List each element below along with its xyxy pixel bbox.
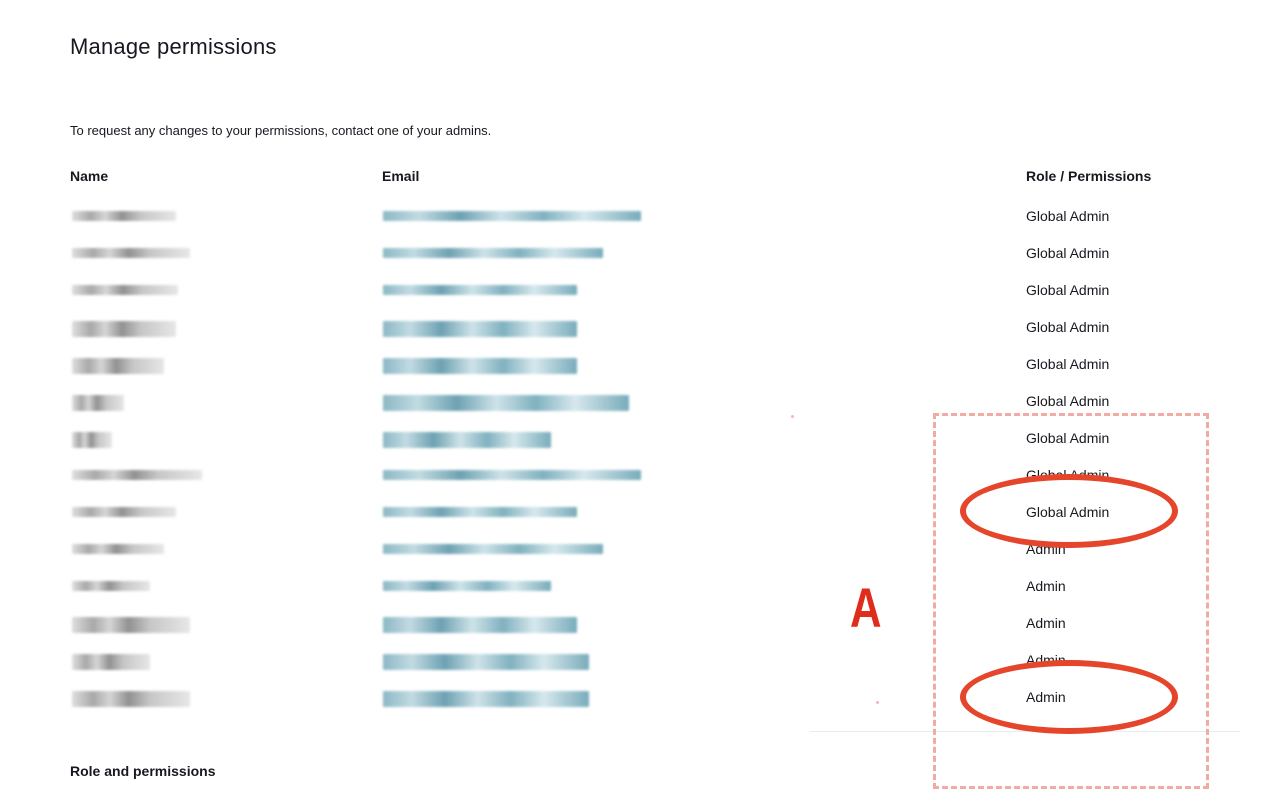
table-row: Global Admin <box>0 430 1274 460</box>
redacted-email <box>383 358 577 374</box>
redacted-name <box>72 285 178 295</box>
table-row: Global Admin <box>0 393 1274 423</box>
role-cell: Global Admin <box>1026 245 1110 261</box>
annotation-dashed-box <box>933 413 1209 789</box>
permissions-help-text: To request any changes to your permissio… <box>70 123 492 138</box>
redacted-email <box>383 432 551 448</box>
table-row: Admin <box>0 578 1274 608</box>
redacted-email <box>383 395 629 411</box>
role-cell: Global Admin <box>1026 319 1110 335</box>
column-header-role: Role / Permissions <box>1026 168 1152 184</box>
table-row: Admin <box>0 615 1274 645</box>
role-cell: Admin <box>1026 578 1066 594</box>
role-cell: Global Admin <box>1026 393 1110 409</box>
annotation-letter: A <box>850 576 882 639</box>
redacted-name <box>72 470 202 480</box>
role-cell: Global Admin <box>1026 356 1110 372</box>
redacted-email <box>383 691 589 707</box>
role-cell: Admin <box>1026 615 1066 631</box>
redacted-name <box>72 321 176 337</box>
redacted-name <box>72 507 176 517</box>
redacted-email <box>383 211 641 221</box>
column-header-name: Name <box>70 168 109 184</box>
redacted-name <box>72 691 190 707</box>
table-row: Global Admin <box>0 282 1274 312</box>
section-divider <box>810 731 1240 732</box>
redacted-email <box>383 544 603 554</box>
redacted-email <box>383 617 577 633</box>
role-cell: Global Admin <box>1026 208 1110 224</box>
page-title: Manage permissions <box>70 34 277 59</box>
redacted-name <box>72 617 190 633</box>
column-header-email: Email <box>382 168 420 184</box>
redacted-email <box>383 470 641 480</box>
redacted-name <box>72 581 150 591</box>
redacted-name <box>72 358 164 374</box>
table-row: Global Admin <box>0 208 1274 238</box>
redacted-name <box>72 395 124 411</box>
role-and-permissions-heading: Role and permissions <box>70 763 216 779</box>
redacted-name <box>72 211 176 221</box>
redacted-email <box>383 654 589 670</box>
annotation-dot <box>876 701 879 704</box>
table-row: Global Admin <box>0 319 1274 349</box>
redacted-email <box>383 248 603 258</box>
table-row: Global Admin <box>0 356 1274 386</box>
annotation-dot <box>791 415 794 418</box>
redacted-name <box>72 544 164 554</box>
redacted-name <box>72 248 190 258</box>
role-cell: Global Admin <box>1026 282 1110 298</box>
redacted-name <box>72 432 112 448</box>
redacted-name <box>72 654 150 670</box>
role-cell: Global Admin <box>1026 430 1110 446</box>
table-row: Global Admin <box>0 245 1274 275</box>
annotation-circle-global-admin <box>960 474 1178 548</box>
redacted-email <box>383 285 577 295</box>
redacted-email <box>383 581 551 591</box>
redacted-email <box>383 507 577 517</box>
annotation-circle-admin <box>960 660 1178 734</box>
redacted-email <box>383 321 577 337</box>
